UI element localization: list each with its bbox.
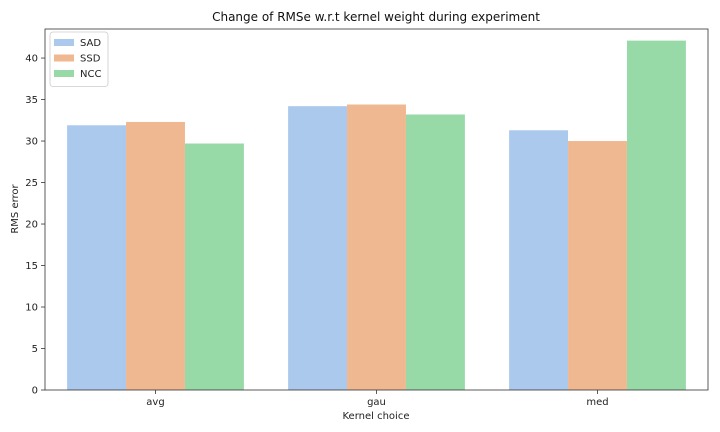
x-tick-label: avg — [146, 397, 164, 408]
legend: SAD SSD NCC — [49, 31, 109, 87]
y-tick-label: 40 — [25, 54, 38, 65]
bar-sad-med — [509, 130, 569, 390]
plot-frame — [44, 28, 709, 391]
legend-label-sad: SAD — [80, 38, 101, 49]
legend-swatch-ncc — [54, 70, 74, 77]
y-tick-label: 35 — [25, 95, 38, 106]
legend-label-ncc: NCC — [80, 69, 101, 80]
y-tick-label: 30 — [25, 137, 38, 148]
bar-ncc-gau — [405, 114, 465, 391]
bar-sad-gau — [288, 106, 348, 390]
bar-ncc-avg — [184, 143, 244, 390]
bar-ssd-avg — [126, 121, 185, 390]
legend-swatch-ssd — [54, 54, 74, 62]
chart-title: Change of RMSe w.r.t kernel weight durin… — [212, 10, 540, 24]
bar-sad-avg — [67, 125, 127, 391]
y-tick-label: 20 — [25, 220, 38, 231]
legend-swatch-sad — [54, 39, 74, 46]
x-axis-label: Kernel choice — [343, 411, 410, 422]
x-axis-ticks: avg gau med — [146, 390, 609, 408]
y-tick-label: 5 — [32, 344, 38, 355]
x-tick-label: gau — [367, 397, 386, 408]
legend-label-ssd: SSD — [80, 54, 101, 65]
y-tick-label: 25 — [25, 178, 38, 189]
y-tick-label: 10 — [25, 303, 38, 314]
x-tick-label: med — [586, 397, 608, 408]
y-axis-ticks: 0 5 10 15 20 25 30 35 40 — [25, 54, 45, 397]
bar-ssd-med — [568, 141, 627, 390]
y-tick-label: 0 — [32, 386, 38, 397]
y-tick-label: 15 — [25, 261, 38, 272]
bar-ncc-med — [626, 40, 686, 391]
y-axis-label: RMS error — [10, 183, 21, 233]
bars-group — [67, 40, 686, 391]
bar-ssd-gau — [347, 104, 406, 391]
